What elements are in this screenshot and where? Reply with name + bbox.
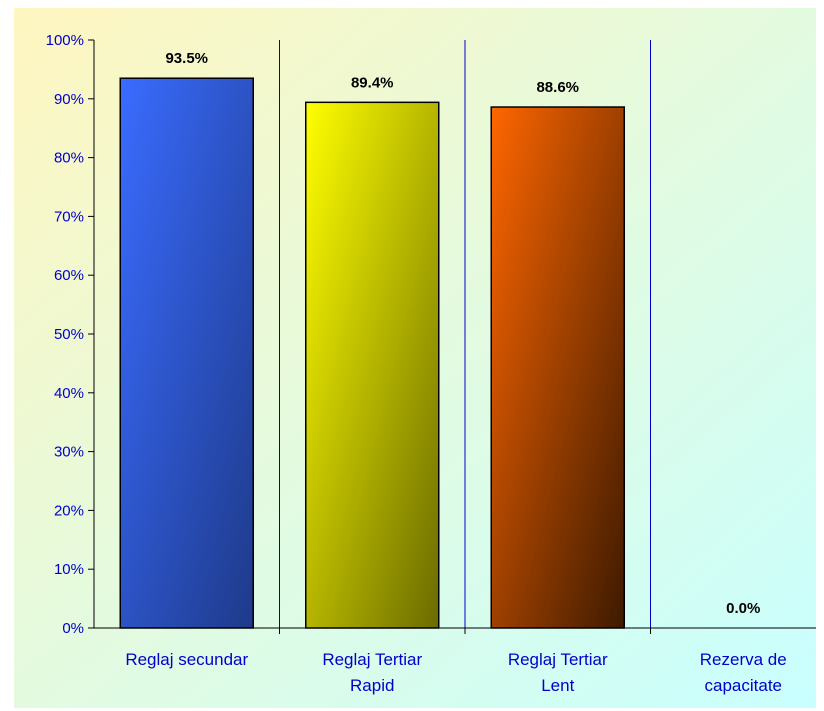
y-tick-label: 100% [46,32,84,49]
data-label: 89.4% [351,74,394,91]
bar [305,101,440,629]
x-tick-label: Reglaj Tertiar [322,650,422,669]
bar [490,106,625,629]
y-tick-label: 80% [54,150,84,167]
y-tick-label: 10% [54,561,84,578]
data-label: 93.5% [165,50,208,67]
x-tick-label: Lent [541,676,574,695]
y-tick-label: 40% [54,385,84,402]
x-tick-label: capacitate [705,676,783,695]
bar [119,77,254,629]
data-label: 0.0% [726,600,760,617]
x-tick-label: Rapid [350,676,394,695]
y-tick-label: 0% [62,620,84,637]
data-label: 88.6% [536,79,579,96]
x-tick-label: Reglaj Tertiar [508,650,608,669]
y-tick-label: 70% [54,208,84,225]
x-tick-label: Reglaj secundar [125,650,248,669]
y-tick-label: 50% [54,326,84,343]
y-tick-label: 60% [54,267,84,284]
x-tick-label: Rezerva de [700,650,787,669]
y-tick-label: 20% [54,502,84,519]
y-tick-label: 30% [54,444,84,461]
y-tick-label: 90% [54,91,84,108]
